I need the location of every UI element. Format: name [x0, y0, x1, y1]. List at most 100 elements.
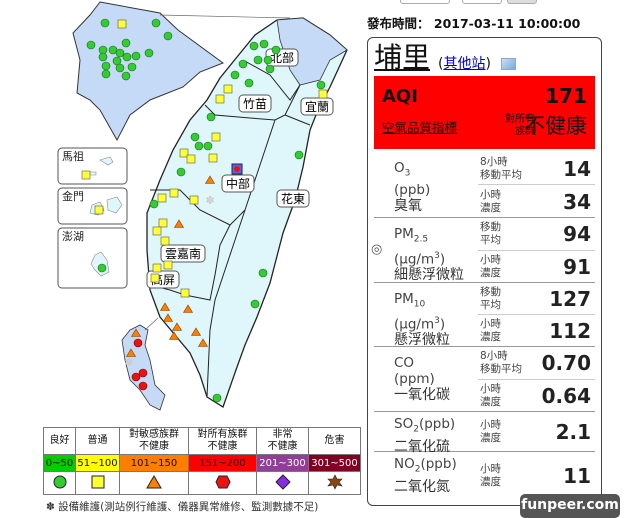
- station-good-marker[interactable]: [271, 45, 281, 55]
- reading-label-2: 平均: [480, 234, 501, 247]
- unit-sup: 3: [434, 315, 440, 326]
- station-good-marker[interactable]: [101, 61, 111, 71]
- station-good-marker[interactable]: [259, 39, 269, 49]
- station-moderate-marker[interactable]: [160, 236, 170, 246]
- station-good-marker[interactable]: [294, 150, 304, 160]
- region-label-box: [160, 244, 206, 263]
- reading-label: 小時 濃度: [480, 419, 501, 445]
- station-maintenance-marker[interactable]: ✽: [124, 356, 133, 369]
- station-sensitive-marker[interactable]: [190, 327, 202, 336]
- pollutant-row: NO2(ppb) 二氧化氮 小時 濃度 11: [374, 452, 595, 500]
- line-chart-icon[interactable]: [501, 58, 516, 70]
- top-button[interactable]: [462, 0, 502, 4]
- station-good-marker[interactable]: [100, 18, 110, 28]
- station-good-marker[interactable]: [206, 112, 216, 122]
- station-unhealthy-marker[interactable]: [131, 372, 141, 382]
- station-good-marker[interactable]: [194, 141, 204, 151]
- station-moderate-marker[interactable]: [223, 84, 233, 94]
- station-good-marker[interactable]: [97, 263, 107, 273]
- station-good-marker[interactable]: [115, 48, 125, 58]
- station-good-marker[interactable]: [101, 69, 111, 79]
- station-maintenance-marker[interactable]: ✽: [205, 194, 214, 207]
- station-good-marker[interactable]: [203, 141, 213, 151]
- station-unhealthy-marker[interactable]: [138, 381, 148, 391]
- station-good-marker[interactable]: [98, 52, 108, 62]
- station-good-marker[interactable]: [86, 40, 96, 50]
- station-moderate-marker[interactable]: [81, 170, 91, 180]
- region-label[interactable]: 竹苗: [243, 97, 267, 111]
- station-sensitive-marker[interactable]: [197, 338, 209, 347]
- station-good-marker[interactable]: [263, 55, 273, 65]
- other-stations-link[interactable]: 其他站: [443, 56, 486, 72]
- station-good-marker[interactable]: [121, 38, 131, 48]
- formula-sub: 2: [414, 464, 421, 475]
- station-sensitive-marker[interactable]: [171, 322, 183, 331]
- station-moderate-marker[interactable]: [180, 288, 190, 298]
- reading-label-2: 移動平均: [480, 363, 522, 376]
- station-moderate-marker[interactable]: [215, 94, 225, 104]
- station-sensitive-marker[interactable]: [159, 302, 171, 311]
- station-good-marker[interactable]: [144, 48, 154, 58]
- station-moderate-marker[interactable]: [152, 226, 162, 236]
- station-moderate-marker[interactable]: [189, 195, 199, 205]
- region-label[interactable]: 中部: [226, 176, 250, 191]
- aqi-sublabel-link[interactable]: 空氣品質指標: [382, 120, 458, 135]
- station-unhealthy-marker[interactable]: [138, 368, 148, 378]
- region-label[interactable]: 花東: [281, 191, 305, 206]
- region-label[interactable]: 宜蘭: [305, 99, 329, 114]
- station-moderate-marker[interactable]: [152, 263, 162, 273]
- station-good-marker[interactable]: [190, 132, 200, 142]
- station-good-marker[interactable]: [163, 31, 173, 41]
- station-good-marker[interactable]: [258, 268, 268, 278]
- station-good-marker[interactable]: [149, 199, 159, 209]
- station-moderate-marker[interactable]: [211, 132, 221, 142]
- station-moderate-marker[interactable]: [150, 273, 160, 283]
- station-good-marker[interactable]: [151, 18, 161, 28]
- station-moderate-marker[interactable]: [186, 154, 196, 164]
- station-good-marker[interactable]: [127, 62, 137, 72]
- station-moderate-marker[interactable]: [157, 193, 167, 203]
- station-good-marker[interactable]: [115, 63, 125, 73]
- station-good-marker[interactable]: [244, 78, 254, 88]
- top-button[interactable]: [400, 0, 450, 4]
- pollutant-row: SO2(ppb) 二氧化硫 小時 濃度 2.1: [374, 412, 595, 455]
- station-moderate-marker[interactable]: [169, 188, 179, 198]
- station-sensitive-marker[interactable]: [182, 304, 194, 313]
- station-sensitive-marker[interactable]: [162, 313, 174, 322]
- station-moderate-marker[interactable]: [208, 153, 218, 163]
- station-good-marker[interactable]: [265, 64, 275, 74]
- station-good-marker[interactable]: [212, 393, 222, 403]
- station-moderate-marker[interactable]: [179, 148, 189, 158]
- station-good-marker[interactable]: [230, 70, 240, 80]
- station-sensitive-marker[interactable]: [173, 219, 185, 228]
- region-label-box: [300, 97, 334, 116]
- station-good-marker[interactable]: [131, 51, 141, 61]
- station-good-marker[interactable]: [121, 71, 131, 81]
- station-good-marker[interactable]: [122, 52, 132, 62]
- pollutant-name: SO2(ppb) 二氧化硫: [394, 416, 455, 456]
- station-good-marker[interactable]: [253, 55, 263, 65]
- station-moderate-marker[interactable]: [318, 89, 328, 99]
- station-unhealthy-marker[interactable]: [133, 338, 143, 348]
- station-moderate-marker[interactable]: [117, 19, 127, 29]
- reading: 8小時 移動平均 0.70: [478, 347, 595, 380]
- formula: PM: [394, 226, 414, 242]
- reading-value: 127: [549, 287, 591, 311]
- reading-label: 小時 濃度: [480, 189, 501, 215]
- station-moderate-marker[interactable]: [163, 260, 173, 270]
- station-good-marker[interactable]: [250, 299, 260, 309]
- station-good-marker[interactable]: [316, 80, 326, 90]
- station-sensitive-marker[interactable]: [130, 328, 142, 337]
- station-sensitive-marker[interactable]: [204, 175, 216, 184]
- station-unhealthy-marker[interactable]: [234, 166, 240, 172]
- station-good-marker[interactable]: [249, 41, 259, 51]
- station-sensitive-marker[interactable]: [168, 331, 180, 340]
- top-button[interactable]: [507, 0, 537, 4]
- station-good-marker[interactable]: [238, 59, 248, 69]
- region-label[interactable]: 雲嘉南: [165, 246, 201, 261]
- station-moderate-marker[interactable]: [94, 205, 104, 215]
- station-moderate-marker[interactable]: [158, 218, 168, 228]
- station-sensitive-marker[interactable]: [125, 348, 137, 357]
- station-good-marker[interactable]: [176, 167, 186, 177]
